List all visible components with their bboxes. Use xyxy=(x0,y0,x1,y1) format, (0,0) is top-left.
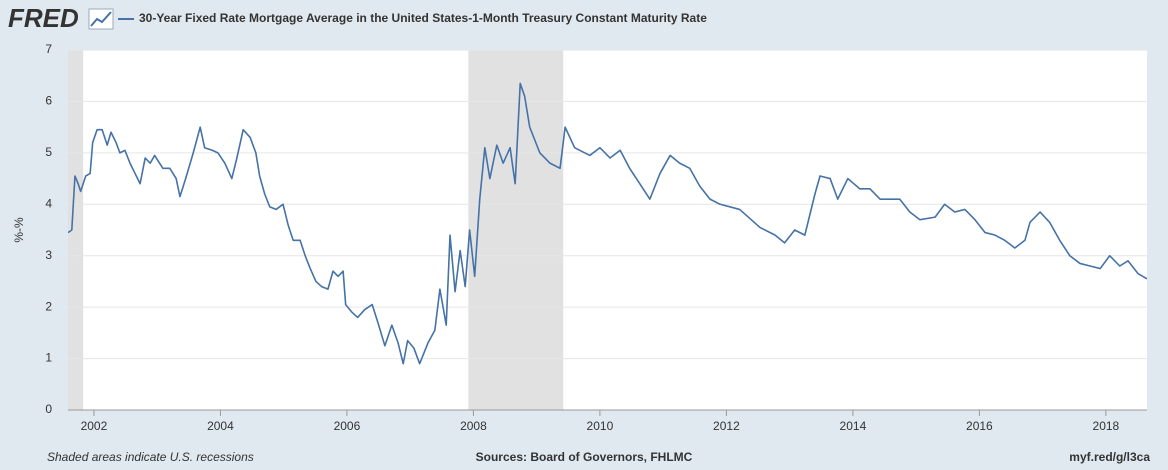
x-tick-label: 2016 xyxy=(966,419,993,433)
logo-icon xyxy=(88,8,114,30)
recession-band xyxy=(68,50,84,410)
y-tick-label: 0 xyxy=(45,402,52,416)
y-axis-label: %-% xyxy=(12,217,26,243)
x-tick-label: 2004 xyxy=(207,419,234,433)
y-tick-label: 6 xyxy=(45,94,52,108)
x-tick-label: 2008 xyxy=(460,419,487,433)
plot-area xyxy=(68,50,1147,410)
recession-note: Shaded areas indicate U.S. recessions xyxy=(47,450,254,464)
x-tick-label: 2006 xyxy=(334,419,361,433)
recession-band xyxy=(468,50,564,410)
series-line xyxy=(68,82,1147,365)
y-tick-label: 3 xyxy=(45,248,52,262)
y-tick-label: 7 xyxy=(45,42,52,56)
x-tick-label: 2010 xyxy=(587,419,614,433)
chart-title: 30-Year Fixed Rate Mortgage Average in t… xyxy=(139,11,707,25)
link: myf.red/g/l3ca xyxy=(1069,450,1150,464)
x-tick-label: 2018 xyxy=(1093,419,1120,433)
y-tick-label: 1 xyxy=(45,351,52,365)
logo: FRED xyxy=(8,3,79,33)
x-tick-label: 2002 xyxy=(81,419,108,433)
x-tick-label: 2014 xyxy=(840,419,867,433)
y-tick-label: 4 xyxy=(45,196,52,210)
y-tick-label: 5 xyxy=(45,145,52,159)
source: Sources: Board of Governors, FHLMC xyxy=(476,450,693,464)
y-tick-label: 2 xyxy=(45,299,52,313)
x-tick-label: 2012 xyxy=(713,419,740,433)
